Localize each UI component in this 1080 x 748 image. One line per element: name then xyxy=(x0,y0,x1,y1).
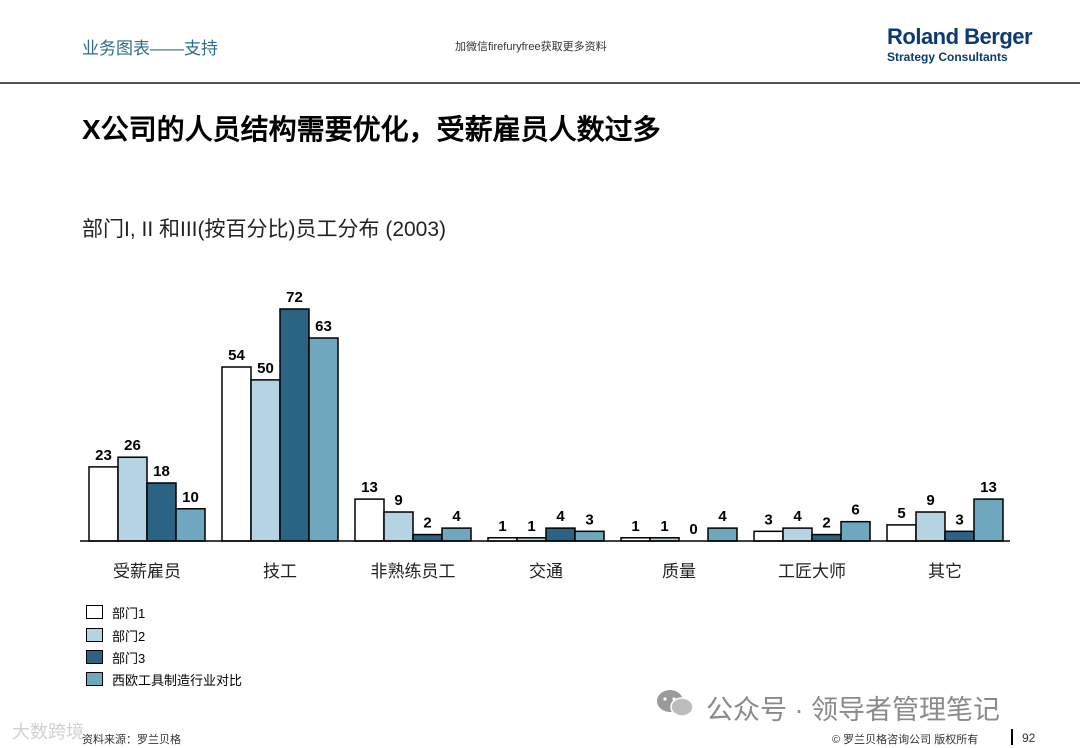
data-label: 63 xyxy=(315,318,332,335)
bar xyxy=(915,511,946,542)
data-label: 1 xyxy=(660,518,668,535)
footer-divider xyxy=(1011,729,1013,745)
data-label: 6 xyxy=(851,502,859,519)
bar xyxy=(886,524,917,542)
bar xyxy=(250,379,281,542)
legend-swatch xyxy=(86,605,103,619)
bar xyxy=(944,530,975,542)
legend-item: 部门3 xyxy=(86,648,145,666)
category-label: 工匠大师 xyxy=(778,562,846,581)
bar xyxy=(753,530,784,542)
data-label: 72 xyxy=(286,289,303,306)
brand-logo-subtitle: Strategy Consultants xyxy=(887,50,1008,64)
legend-swatch xyxy=(86,672,103,686)
legend-label: 部门2 xyxy=(112,628,146,644)
watermark-small: 大数跨境 xyxy=(12,722,84,742)
bar xyxy=(707,527,738,542)
copyright-note: © 罗兰贝格咨询公司 版权所有 xyxy=(832,734,979,746)
bar xyxy=(574,530,605,542)
data-label: 9 xyxy=(926,492,934,509)
watermark-text: 公众号 · 领导者管理笔记 xyxy=(706,695,1000,725)
legend-swatch xyxy=(86,650,103,664)
bar xyxy=(840,520,871,542)
bar xyxy=(88,466,119,542)
data-label: 2 xyxy=(423,515,431,532)
bar xyxy=(221,366,252,542)
data-label: 0 xyxy=(689,521,697,538)
legend-item: 部门1 xyxy=(86,603,145,621)
category-label: 技工 xyxy=(263,562,297,581)
data-label: 4 xyxy=(718,508,727,525)
header-divider xyxy=(0,82,1080,84)
data-label: 3 xyxy=(585,511,593,528)
category-label: 非熟练员工 xyxy=(371,561,456,581)
data-label: 1 xyxy=(631,518,639,535)
data-label: 18 xyxy=(153,463,170,480)
source-note: 资料来源：罗兰贝格 xyxy=(82,734,181,746)
chart-title: 部门I, II 和III(按百分比)员工分布 (2003) xyxy=(82,218,447,241)
data-label: 4 xyxy=(556,508,565,525)
data-label: 26 xyxy=(124,437,141,454)
category-label: 质量 xyxy=(662,562,696,581)
category-label: 其它 xyxy=(928,562,962,581)
bar xyxy=(412,533,443,542)
data-label: 10 xyxy=(182,489,199,506)
bar xyxy=(441,527,472,542)
data-label: 3 xyxy=(955,511,963,528)
bar xyxy=(146,482,177,542)
bar xyxy=(973,498,1004,542)
category-label: 受薪雇员 xyxy=(113,562,181,581)
data-label: 4 xyxy=(793,508,802,525)
bar xyxy=(383,511,414,542)
data-label: 54 xyxy=(228,347,245,364)
data-label: 1 xyxy=(498,518,506,535)
category-label: 交通 xyxy=(529,562,563,581)
legend-item: 西欧工具制造行业对比 xyxy=(86,670,242,688)
data-label: 23 xyxy=(95,447,112,464)
bar xyxy=(545,527,576,542)
data-label: 3 xyxy=(764,511,772,528)
bar xyxy=(175,508,206,542)
legend-label: 部门1 xyxy=(112,605,146,621)
bar xyxy=(279,308,310,542)
wechat-icon xyxy=(657,690,694,717)
legend-swatch xyxy=(86,628,103,642)
data-label: 1 xyxy=(527,518,535,535)
data-label: 2 xyxy=(822,515,830,532)
data-label: 5 xyxy=(897,505,905,522)
data-label: 13 xyxy=(980,479,997,496)
legend-label: 部门3 xyxy=(112,650,146,666)
page-number: 92 xyxy=(1022,731,1036,745)
bar xyxy=(308,337,339,542)
bar xyxy=(811,533,842,542)
legend-label: 西欧工具制造行业对比 xyxy=(112,672,243,688)
page-title: X公司的人员结构需要优化，受薪雇员人数过多 xyxy=(82,114,661,145)
data-label: 4 xyxy=(452,508,461,525)
wechat-note: 加微信firefuryfree获取更多资料 xyxy=(455,41,607,53)
section-label: 业务图表——支持 xyxy=(82,39,218,58)
brand-logo-name: Roland Berger xyxy=(887,24,1033,49)
legend-item: 部门2 xyxy=(86,626,145,644)
bar xyxy=(117,456,148,542)
bar xyxy=(782,527,813,542)
data-label: 13 xyxy=(361,479,378,496)
data-label: 9 xyxy=(394,492,402,509)
bar xyxy=(354,498,385,542)
data-label: 50 xyxy=(257,360,274,377)
